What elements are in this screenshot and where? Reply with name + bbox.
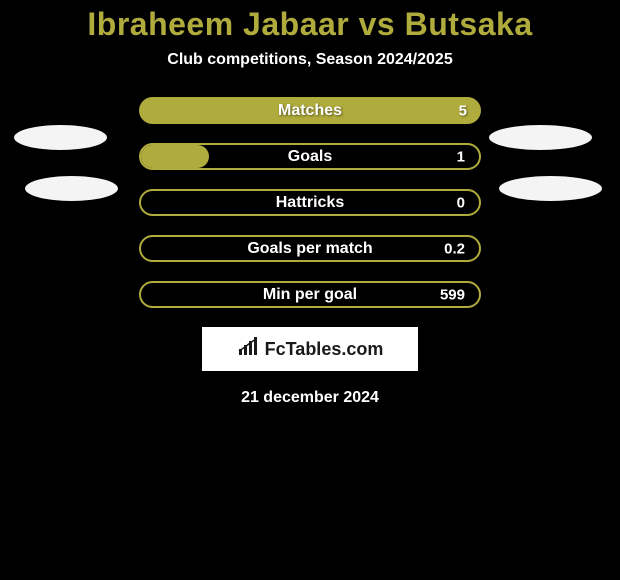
- brand-box: FcTables.com: [202, 327, 418, 371]
- stat-row: Min per goal599: [139, 281, 481, 308]
- stat-row: Matches5: [139, 97, 481, 124]
- stat-value: 0.2: [444, 240, 465, 257]
- stat-row: Hattricks0: [139, 189, 481, 216]
- date-text: 21 december 2024: [0, 389, 620, 407]
- left-ellipse-top: [14, 125, 107, 150]
- right-ellipse-bot: [499, 176, 602, 201]
- stat-label: Min per goal: [141, 286, 479, 304]
- page-title: Ibraheem Jabaar vs Butsaka: [0, 0, 620, 43]
- right-ellipse-top: [489, 125, 592, 150]
- stat-label: Goals per match: [141, 240, 479, 258]
- stat-label: Goals: [141, 148, 479, 166]
- stat-label: Matches: [139, 102, 481, 120]
- stat-value: 1: [457, 148, 465, 165]
- stat-label: Hattricks: [141, 194, 479, 212]
- stat-row: Goals per match0.2: [139, 235, 481, 262]
- stat-value: 0: [457, 194, 465, 211]
- bar-chart-icon: [237, 337, 261, 362]
- stats-area: Matches5Goals1Hattricks0Goals per match0…: [0, 97, 620, 308]
- stat-value: 5: [459, 102, 467, 119]
- stat-value: 599: [440, 286, 465, 303]
- left-ellipse-bot: [25, 176, 118, 201]
- page-subtitle: Club competitions, Season 2024/2025: [0, 51, 620, 69]
- stat-row: Goals1: [139, 143, 481, 170]
- brand-text: FcTables.com: [265, 339, 384, 360]
